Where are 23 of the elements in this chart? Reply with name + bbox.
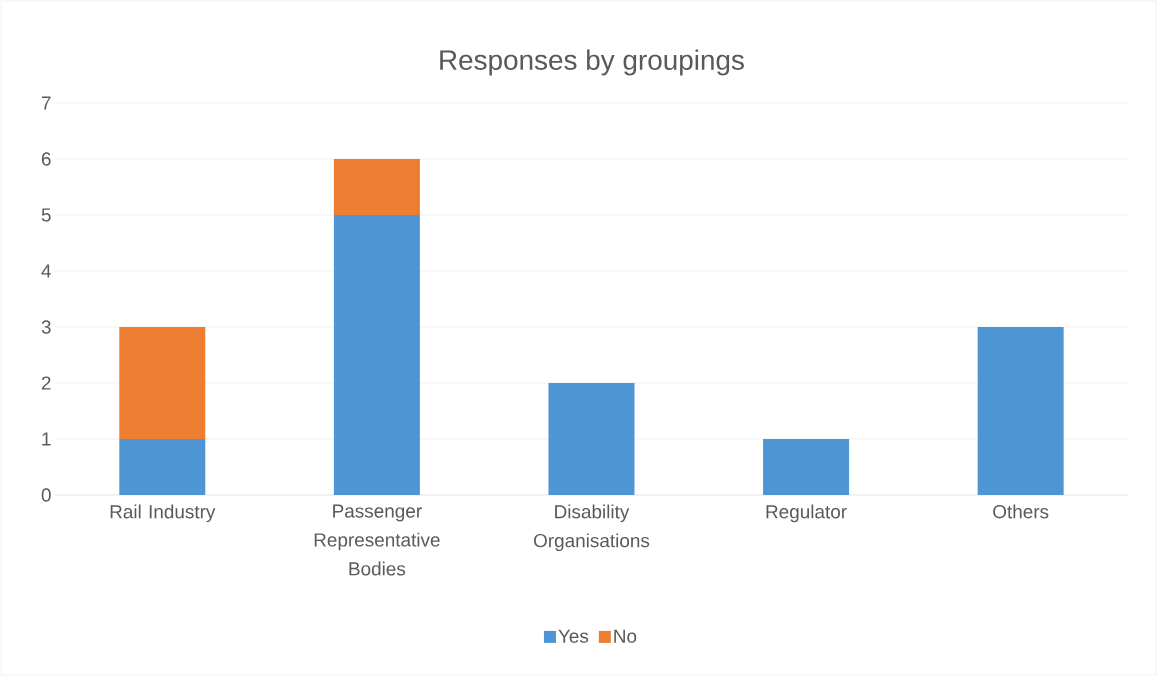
bar: [119, 439, 206, 495]
bar: [763, 439, 850, 495]
bar: [119, 327, 206, 439]
chart-title: Responses by groupings: [440, 49, 744, 76]
x-tick-label: Regulator: [766, 504, 847, 523]
bar: [333, 159, 420, 215]
y-tick-label: 5: [41, 208, 51, 222]
x-tick-label: Rail Industry: [110, 504, 216, 523]
y-tick-label: 2: [41, 376, 51, 390]
bar: [333, 215, 420, 495]
x-tick-label: Others: [993, 504, 1049, 519]
legend-label: Yes: [558, 629, 589, 643]
bar: [977, 327, 1064, 495]
legend-label: No: [614, 629, 637, 643]
y-tick-label: 6: [41, 152, 51, 166]
y-tick-label: 7: [41, 96, 51, 110]
x-tick-label: Disability Organisations: [533, 504, 650, 552]
y-tick-label: 3: [41, 320, 51, 334]
bar: [548, 383, 635, 495]
y-tick-label: 1: [42, 432, 51, 446]
y-tick-label: 0: [41, 488, 51, 502]
y-tick-label: 4: [41, 264, 51, 278]
x-tick-label: Passenger Representative Bodies: [314, 504, 440, 576]
